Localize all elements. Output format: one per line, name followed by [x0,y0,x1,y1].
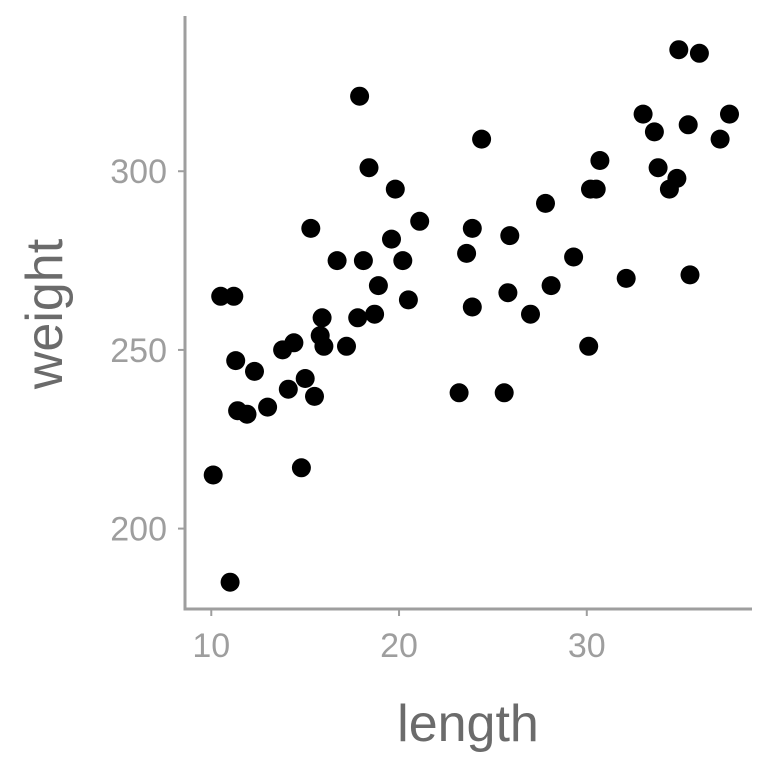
data-points [203,40,739,592]
data-point [382,229,401,249]
data-point [579,336,599,356]
data-point [237,404,257,424]
data-point [648,158,668,178]
data-point [220,572,240,592]
y-axis-ticks: 200 250 300 [110,153,185,549]
data-point [203,465,223,485]
data-point [359,158,379,178]
data-point [689,43,709,63]
x-tick-label: 10 [192,627,230,665]
data-point [564,247,584,267]
data-point [398,290,418,310]
data-point [457,243,477,263]
data-point [348,308,368,328]
data-point [521,304,540,324]
data-point [494,383,514,403]
data-point [500,226,520,246]
y-tick-label: 300 [110,153,167,191]
data-point [680,265,700,285]
data-point [295,369,315,388]
data-point [536,193,555,213]
data-point [226,351,246,371]
data-point [284,333,304,353]
data-point [410,211,430,231]
data-point [224,286,244,306]
y-axis-title: weight [16,238,74,390]
data-point [278,379,298,399]
data-point [633,104,653,124]
data-point [245,361,264,381]
y-tick-label: 200 [110,511,167,549]
data-point [368,276,388,296]
data-point [393,251,413,271]
x-axis-title: length [397,695,539,753]
data-point [327,251,347,271]
data-point [462,218,482,238]
data-point [291,458,311,478]
data-point [678,115,698,135]
data-point [669,40,689,60]
data-point [616,268,636,288]
data-point [365,304,385,324]
data-point [385,179,405,199]
data-point [350,86,370,106]
x-tick-label: 30 [568,627,606,665]
data-point [211,286,231,306]
data-point [449,383,469,403]
data-point [586,179,606,199]
data-point [337,336,356,356]
data-point [312,308,332,328]
data-point [720,104,739,124]
data-point [590,151,610,170]
data-point [472,129,492,149]
data-point [305,386,324,406]
x-tick-label: 20 [380,627,418,665]
data-point [498,283,518,303]
data-point [462,297,482,317]
data-point [301,218,321,238]
data-point [258,397,278,417]
data-point [710,129,730,149]
data-point [667,168,687,188]
data-point [314,336,334,356]
y-tick-label: 250 [110,332,167,370]
data-point [353,251,373,271]
data-point [644,122,664,142]
x-axis-ticks: 10 20 30 [192,609,606,665]
data-point [541,276,561,296]
